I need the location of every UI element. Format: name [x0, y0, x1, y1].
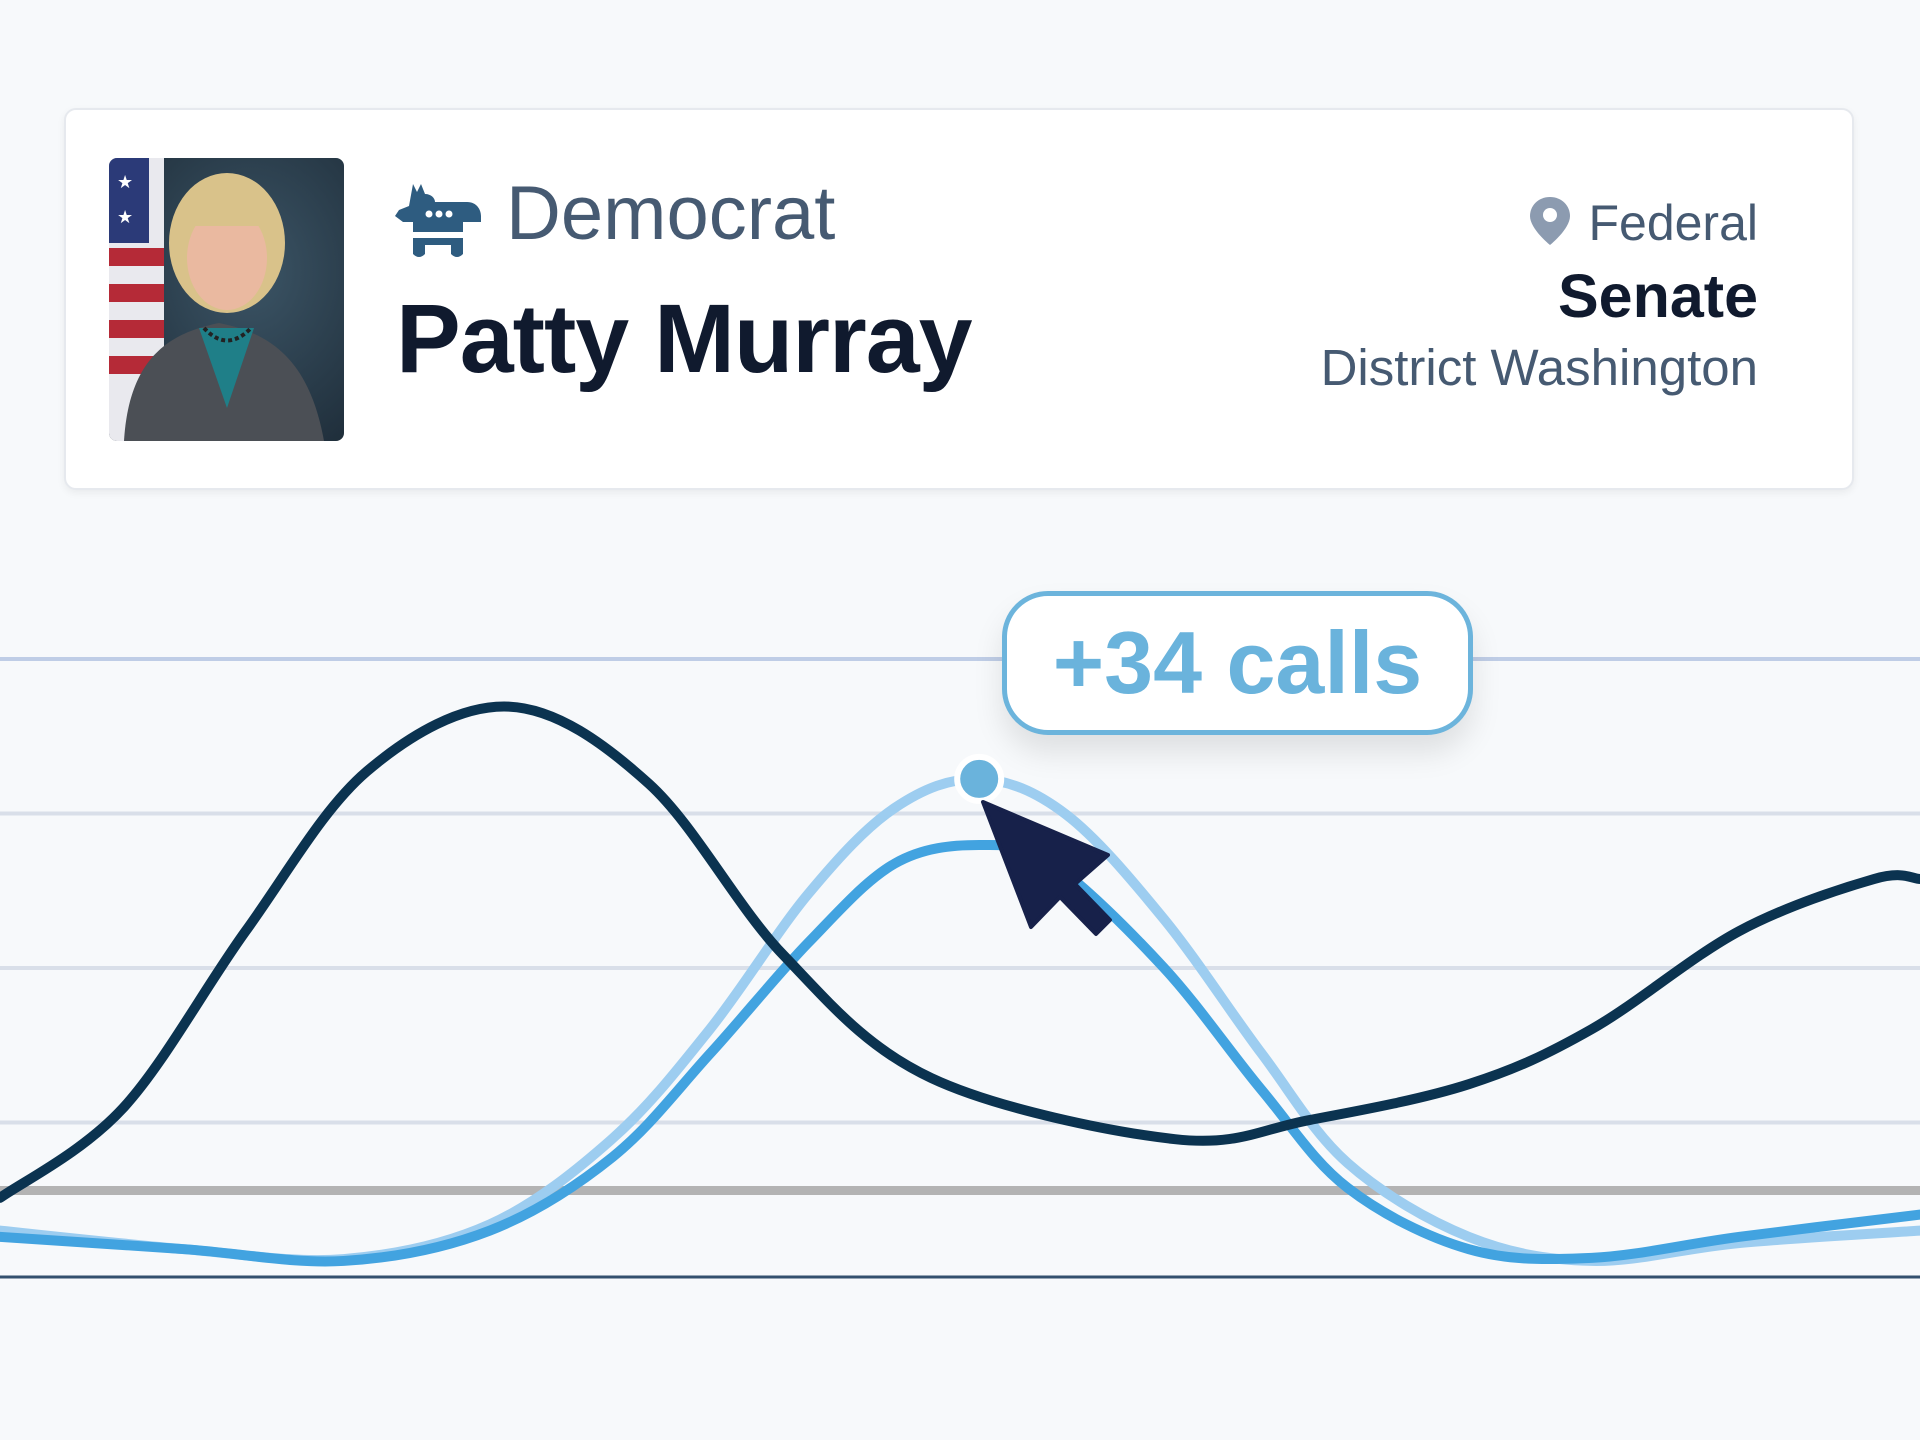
representative-photo: ★★	[109, 158, 344, 441]
series-line-0	[0, 701, 1920, 1203]
representative-name: Patty Murray	[396, 284, 973, 393]
party-label: Democrat	[506, 171, 836, 256]
representative-card	[64, 108, 1854, 490]
highlight-point	[954, 753, 1005, 804]
svg-text:★: ★	[117, 207, 133, 227]
district: District Washington	[1320, 339, 1758, 396]
svg-text:★: ★	[117, 172, 133, 192]
series-line-2	[0, 839, 1920, 1267]
map-pin-icon	[1530, 197, 1570, 245]
government-level: Federal	[1588, 195, 1758, 251]
tooltip-label: +34 calls	[1052, 613, 1423, 712]
donkey-icon	[395, 184, 481, 257]
chamber: Senate	[1557, 262, 1758, 330]
calls-tooltip: +34 calls	[1002, 591, 1473, 735]
